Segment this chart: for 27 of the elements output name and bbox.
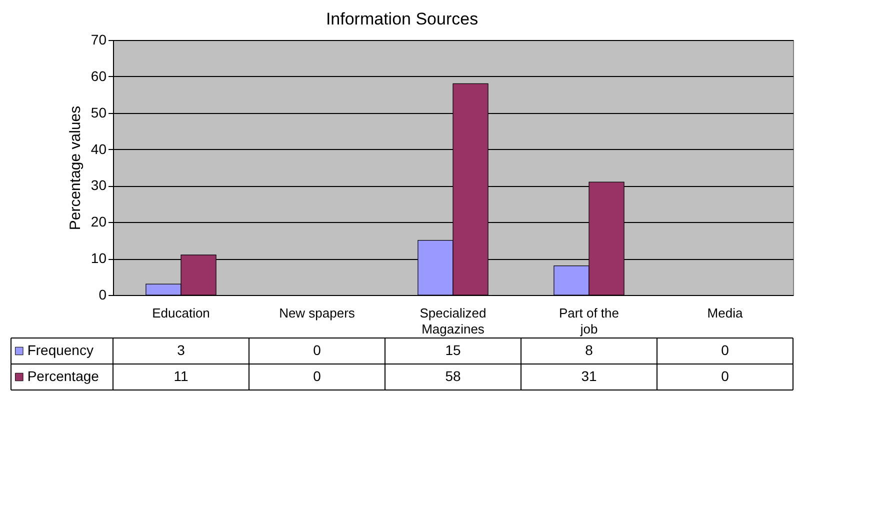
data-label: 0	[721, 368, 730, 384]
x-tick-label: Part of the job	[559, 306, 619, 336]
data-label: 8	[585, 342, 594, 358]
data-label: 0	[313, 368, 322, 384]
data-label: 31	[581, 368, 597, 384]
x-tick-label: Media	[707, 306, 744, 320]
y-tick-label: 60	[90, 68, 107, 84]
x-tick-label: Specialized Magazines	[420, 306, 486, 336]
y-tick-label: 40	[90, 140, 107, 157]
data-label: 0	[313, 342, 322, 358]
x-tick-label: Education	[152, 306, 210, 320]
chart-title: Information Sources	[326, 10, 478, 28]
y-axis-title: Percentage values	[66, 106, 84, 230]
y-tick-label: 20	[90, 214, 107, 230]
y-tick-label: 50	[90, 104, 107, 120]
y-tick-label: 70	[90, 32, 107, 48]
data-label: 0	[721, 342, 730, 358]
legend-label: Percentage	[27, 368, 100, 384]
y-tick-label: 10	[90, 250, 107, 266]
data-label: 3	[177, 342, 186, 358]
data-label: 58	[445, 368, 461, 384]
y-tick-label: 0	[98, 286, 107, 302]
x-tick-label: New spapers	[279, 306, 356, 320]
legend-label: Frequency	[27, 342, 94, 358]
data-label: 11	[174, 368, 188, 384]
y-tick-label: 30	[90, 177, 107, 194]
data-label: 15	[445, 342, 461, 358]
